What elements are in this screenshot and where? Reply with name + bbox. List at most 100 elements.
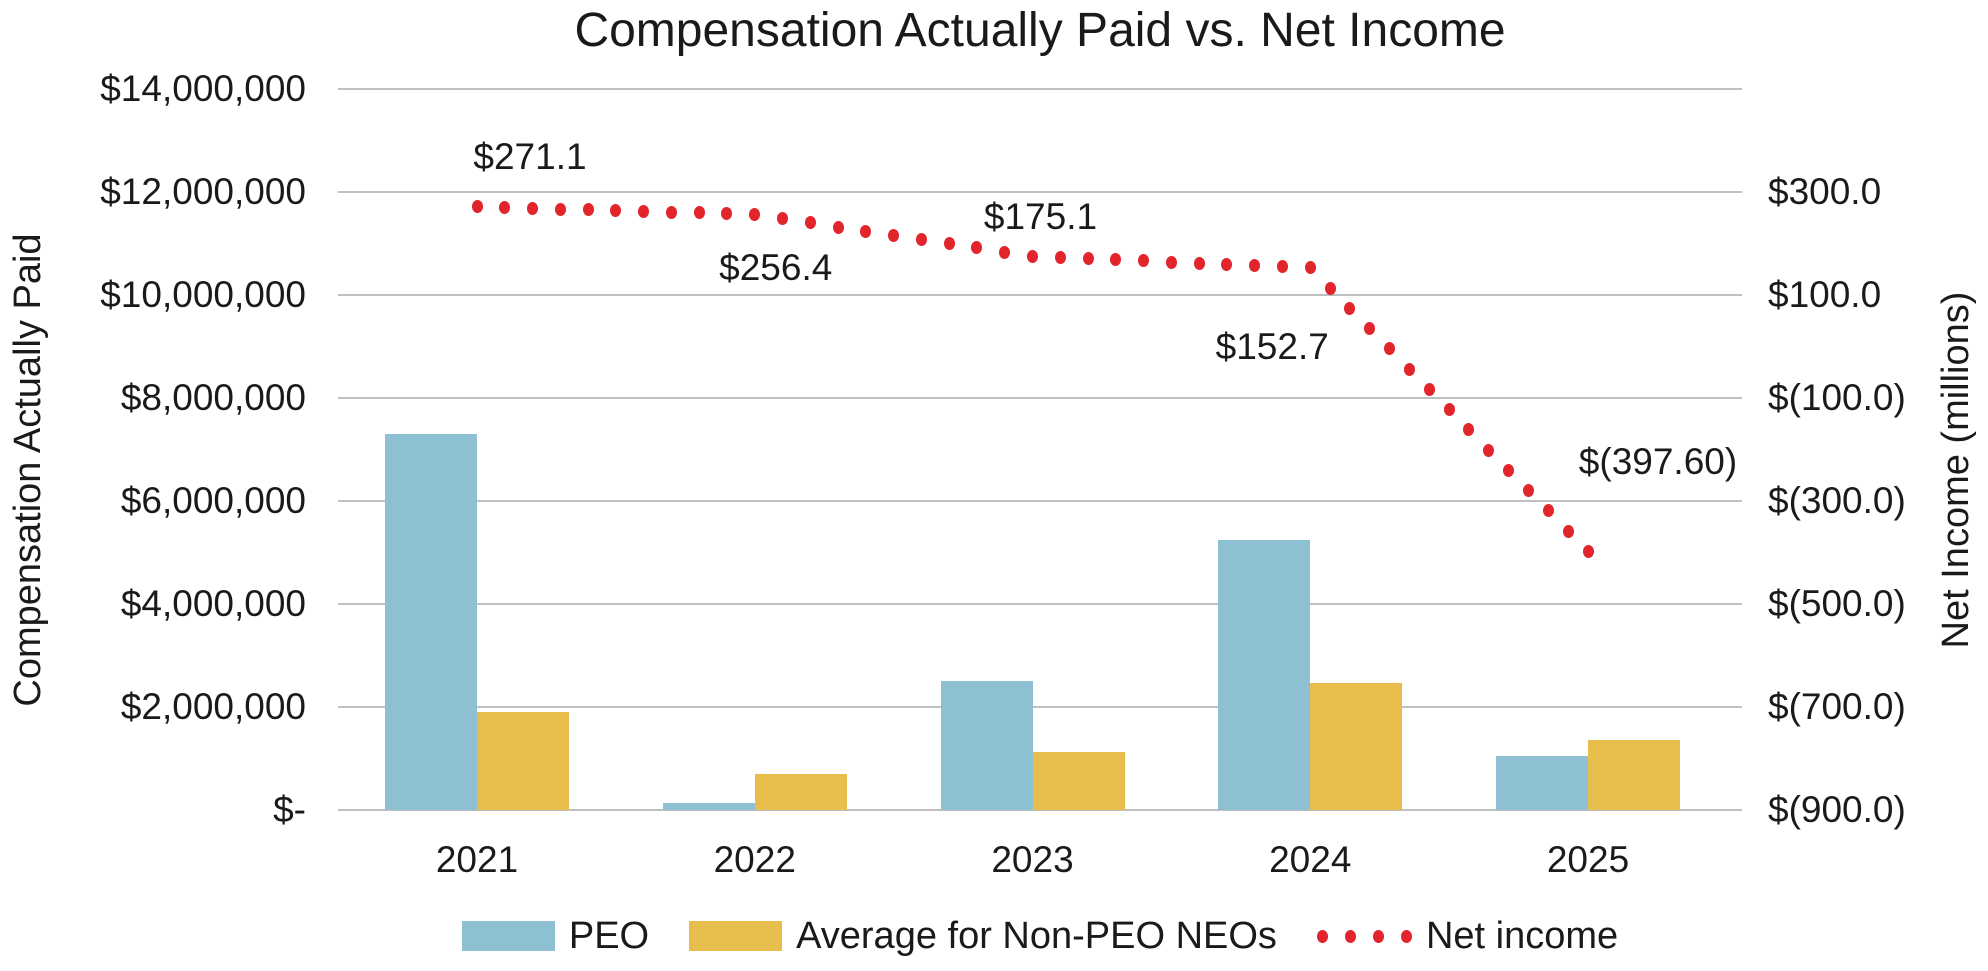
non-peo-neos-swatch: [689, 921, 783, 951]
gridline: [338, 294, 1742, 296]
net-income-dot: [527, 201, 539, 215]
y-axis-right-tick-label: $(900.0): [1768, 789, 1906, 830]
bar-peo-2023: [940, 681, 1033, 810]
net-income-dot: [1304, 261, 1316, 275]
x-axis-tick-label: 2021: [435, 839, 519, 880]
net-income-dot: [1522, 484, 1534, 498]
net-income-legend-dot: [1316, 929, 1328, 943]
bar-non-peo-neos-2022: [754, 773, 847, 810]
bar-peo-2021: [385, 434, 477, 810]
net-income-dot: [1542, 504, 1554, 518]
net-income-dot: [638, 204, 650, 218]
x-axis-tick-label: 2024: [1269, 839, 1352, 880]
net-income-dot: [1138, 254, 1150, 268]
gridline: [338, 191, 1742, 193]
bar-non-peo-neos-2021: [477, 712, 569, 810]
bar-peo-2025: [1496, 755, 1588, 810]
bar-peo-2022: [662, 803, 755, 810]
legend: PEO Average for Non-PEO NEOs Net income: [338, 912, 1742, 960]
net-income-data-label: $(397.60): [1578, 441, 1738, 483]
net-income-dot: [1423, 382, 1435, 396]
net-income-dot: [1193, 256, 1205, 270]
y-axis-left-tick-label: $12,000,000: [100, 171, 306, 212]
net-income-dot: [1110, 253, 1122, 267]
net-income-dot: [1054, 250, 1066, 264]
y-axis-right-tick-label: $(700.0): [1768, 686, 1906, 727]
legend-label-net-income: Net income: [1425, 914, 1619, 957]
peo-swatch: [461, 921, 555, 951]
gridline: [338, 500, 1742, 502]
net-income-legend-dot: [1344, 929, 1356, 943]
gridline: [338, 809, 1742, 811]
y-axis-right-tick-label: $(100.0): [1768, 377, 1906, 418]
net-income-data-label: $256.4: [719, 247, 833, 289]
legend-item-non-peo-neos: Average for Non-PEO NEOs: [689, 915, 1277, 958]
net-income-dot: [915, 233, 927, 247]
bar-non-peo-neos-2024: [1310, 683, 1403, 810]
net-income-dot: [693, 206, 705, 220]
net-income-legend-dot: [1372, 929, 1384, 943]
net-income-dot: [1503, 463, 1515, 477]
legend-item-net-income: Net income: [1316, 914, 1619, 958]
y-axis-left-tick-label: $6,000,000: [120, 480, 306, 521]
net-income-dot: [499, 201, 511, 215]
x-axis-tick-label: 2025: [1546, 839, 1630, 880]
net-income-dot: [1562, 524, 1574, 538]
net-income-dot: [1082, 252, 1094, 266]
gridline: [338, 88, 1742, 90]
legend-label-non-peo-neos: Average for Non-PEO NEOs: [796, 914, 1277, 957]
net-income-dot: [1221, 257, 1233, 271]
y-axis-left-tick-label: $4,000,000: [120, 583, 306, 624]
net-income-dot: [1276, 260, 1288, 274]
gridline: [338, 397, 1742, 399]
net-income-dot: [1582, 544, 1594, 558]
net-income-dot: [1344, 301, 1356, 315]
x-axis-tick-label: 2022: [713, 839, 796, 880]
bar-peo-2024: [1218, 539, 1311, 810]
net-income-dot: [860, 224, 872, 238]
net-income-dot: [888, 228, 900, 242]
x-axis-tick-label: 2023: [991, 839, 1074, 880]
net-income-dots-swatch: [1316, 929, 1412, 943]
y-axis-right-tick-label: $300.0: [1768, 171, 1882, 212]
net-income-dot: [999, 245, 1011, 259]
net-income-dot: [471, 200, 483, 214]
net-income-dot: [1324, 281, 1336, 295]
net-income-dot: [777, 212, 789, 226]
net-income-dot: [610, 204, 622, 218]
net-income-dot: [1403, 362, 1415, 376]
y-axis-left-tick-label: $-: [273, 789, 306, 830]
net-income-dot: [749, 207, 761, 221]
net-income-data-label: $152.7: [1215, 325, 1329, 367]
net-income-dot: [804, 216, 816, 230]
net-income-dot: [1463, 423, 1475, 437]
net-income-dot: [832, 220, 844, 234]
net-income-data-label: $175.1: [983, 196, 1098, 238]
y-axis-left-tick-label: $10,000,000: [100, 274, 306, 315]
net-income-dot: [665, 205, 677, 219]
net-income-dot: [554, 202, 566, 216]
net-income-dot: [1165, 255, 1177, 269]
bar-non-peo-neos-2023: [1032, 752, 1125, 810]
net-income-dot: [721, 207, 733, 221]
gridline: [338, 706, 1742, 708]
chart-title: Compensation Actually Paid vs. Net Incom…: [574, 4, 1506, 57]
y-axis-right-tick-label: $(300.0): [1768, 480, 1906, 521]
net-income-dot: [1364, 322, 1376, 336]
net-income-dot: [1443, 403, 1455, 417]
legend-item-peo: PEO: [461, 914, 650, 958]
net-income-legend-dot: [1400, 929, 1412, 943]
net-income-dot: [1249, 259, 1261, 273]
bar-non-peo-neos-2025: [1588, 739, 1680, 810]
net-income-dot: [1384, 342, 1396, 356]
gridline: [338, 603, 1742, 605]
net-income-dot: [1027, 249, 1038, 263]
net-income-dot: [582, 203, 594, 217]
legend-label-peo: PEO: [568, 914, 650, 957]
y-axis-right-tick-label: $(500.0): [1768, 583, 1906, 624]
y-axis-right-tick-label: $100.0: [1768, 274, 1882, 315]
net-income-dot: [1483, 443, 1495, 457]
net-income-dot: [943, 237, 955, 251]
net-income-dot: [971, 241, 983, 255]
